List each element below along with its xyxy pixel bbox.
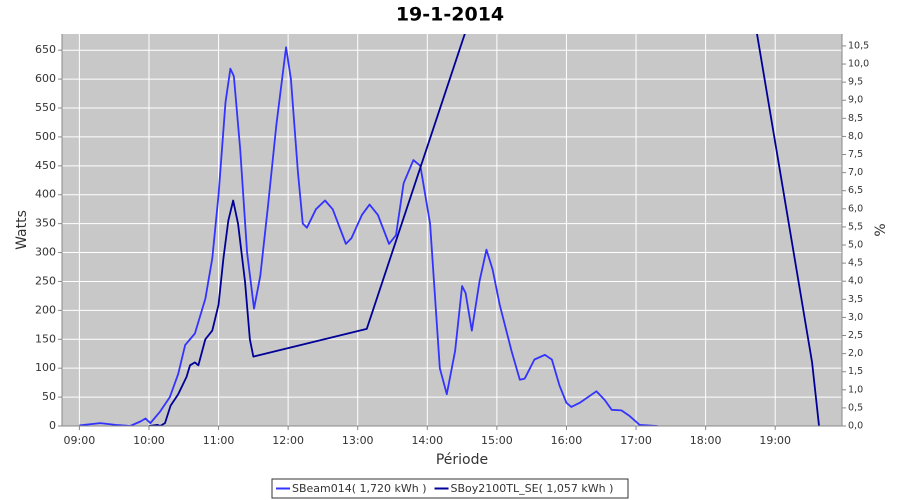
y2-tick-label: 9,0 <box>848 95 863 106</box>
y-tick-label: 100 <box>35 361 56 374</box>
y-tick-label: 650 <box>35 43 56 56</box>
y2-tick-label: 7,0 <box>848 167 863 178</box>
y2-tick-label: 7,5 <box>848 149 863 160</box>
series-lines <box>79 34 820 426</box>
y2-tick-label: 4,0 <box>848 276 863 287</box>
y-tick-label: 450 <box>35 159 56 172</box>
y-tick-label: 0 <box>49 419 56 432</box>
y-tick-label: 150 <box>35 332 56 345</box>
y-tick-label: 300 <box>35 246 56 259</box>
y2-tick-label: 3,0 <box>848 312 863 323</box>
series-line <box>79 46 658 426</box>
y-tick-label: 250 <box>35 274 56 287</box>
x-axis-title: Période <box>436 452 488 468</box>
y2-tick-label: 5,0 <box>848 240 863 251</box>
y2-tick-label: 8,5 <box>848 113 863 124</box>
y2-tick-label: 2,5 <box>848 330 863 341</box>
x-tick-label: 17:00 <box>620 434 652 447</box>
y2-axis-title: % <box>873 223 889 236</box>
y2-tick-label: 0,5 <box>848 402 863 413</box>
y-tick-label: 550 <box>35 101 56 114</box>
x-tick-label: 14:00 <box>411 434 443 447</box>
plot-area <box>62 34 842 426</box>
x-tick-label: 12:00 <box>272 434 304 447</box>
y-tick-label: 200 <box>35 303 56 316</box>
legend <box>271 478 629 499</box>
y2-tick-label: 10,5 <box>848 40 869 51</box>
x-tick-label: 16:00 <box>551 434 583 447</box>
x-tick-label: 18:00 <box>690 434 722 447</box>
legend-label: SBoy2100TL_SE( 1,057 kWh ) <box>451 482 614 495</box>
y2-tick-label: 0,0 <box>848 421 863 432</box>
y2-tick-label: 6,0 <box>848 203 863 214</box>
y2-tick-label: 8,0 <box>848 131 863 142</box>
x-tick-label: 15:00 <box>481 434 513 447</box>
y2-tick-label: 3,5 <box>848 294 863 305</box>
legend-label: SBeam014( 1,720 kWh ) <box>292 482 427 495</box>
y-tick-label: 350 <box>35 217 56 230</box>
y2-tick-label: 6,5 <box>848 185 863 196</box>
y-tick-label: 50 <box>42 390 56 403</box>
y-axis-title: Watts <box>14 210 30 250</box>
y-tick-label: 400 <box>35 188 56 201</box>
y-tick-label: 500 <box>35 130 56 143</box>
y-tick-label: 600 <box>35 72 56 85</box>
x-tick-label: 11:00 <box>203 434 235 447</box>
y2-tick-label: 10,0 <box>848 59 869 70</box>
x-tick-label: 09:00 <box>64 434 96 447</box>
y2-tick-label: 2,0 <box>848 348 863 359</box>
y2-tick-label: 4,5 <box>848 258 863 269</box>
y2-tick-label: 9,5 <box>848 77 863 88</box>
x-tick-label: 19:00 <box>759 434 791 447</box>
chart-title: 19-1-2014 <box>396 4 504 26</box>
y2-tick-label: 1,5 <box>848 366 863 377</box>
y2-tick-label: 1,0 <box>848 384 863 395</box>
y2-tick-label: 5,5 <box>848 221 863 232</box>
x-tick-label: 13:00 <box>342 434 374 447</box>
series-line <box>148 34 820 426</box>
x-tick-label: 10:00 <box>133 434 165 447</box>
grid <box>62 34 842 427</box>
